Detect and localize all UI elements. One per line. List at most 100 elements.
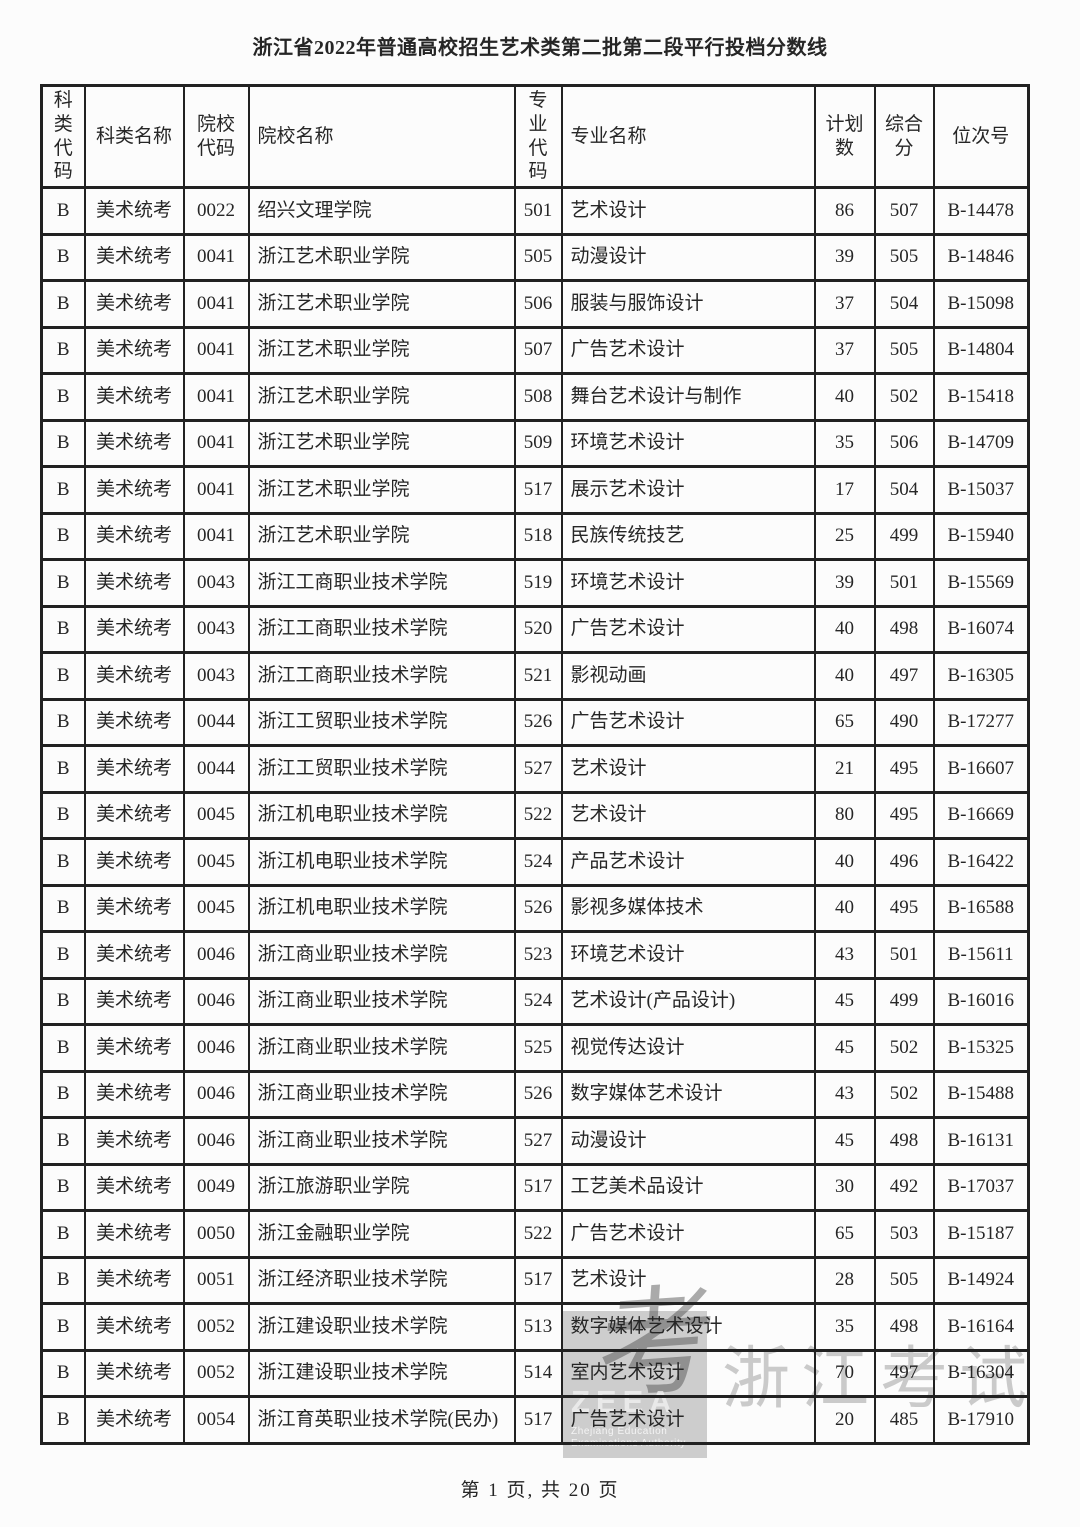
cell-plan-count: 70 — [813, 1348, 876, 1398]
cell-plan-count: 21 — [813, 744, 876, 794]
cell-major-code: 523 — [513, 930, 563, 980]
cell-category-code: B — [40, 465, 86, 515]
table-row: B 美术统考 0052 浙江建设职业技术学院 513 数字媒体艺术设计 35 498 B-161… — [40, 1302, 1030, 1352]
cell-plan-count: 45 — [813, 976, 876, 1026]
cell-plan-count: 35 — [813, 1302, 876, 1352]
cell-plan-count: 40 — [813, 604, 876, 654]
cell-rank-number: B-16305 — [932, 651, 1030, 701]
table-row: B 美术统考 0043 浙江工商职业技术学院 520 广告艺术设计 40 498 B-16074 — [40, 604, 1030, 654]
cell-institution-name: 浙江机电职业技术学院 — [247, 837, 516, 887]
cell-major-name: 动漫设计 — [560, 232, 816, 282]
cell-category-name: 美术统考 — [83, 325, 185, 375]
cell-category-name: 美术统考 — [83, 697, 185, 747]
cell-category-name: 美术统考 — [83, 1395, 185, 1445]
cell-institution-name: 浙江艺术职业学院 — [247, 279, 516, 329]
cell-category-name: 美术统考 — [83, 232, 185, 282]
cell-category-code: B — [40, 1069, 86, 1119]
cell-major-code: 520 — [513, 604, 563, 654]
cell-composite-score: 498 — [873, 1116, 935, 1166]
cell-plan-count: 40 — [813, 883, 876, 933]
header-composite-score: 综合分 — [873, 84, 935, 189]
cell-rank-number: B-15325 — [932, 1023, 1030, 1073]
table-row: B 美术统考 0045 浙江机电职业技术学院 522 艺术设计 80 495 B-16669 — [40, 790, 1030, 840]
cell-institution-name: 浙江商业职业技术学院 — [247, 976, 516, 1026]
cell-institution-code: 0054 — [182, 1395, 250, 1445]
cell-institution-code: 0043 — [182, 558, 250, 608]
cell-composite-score: 505 — [873, 1255, 935, 1305]
table-row: B 美术统考 0054 浙江育英职业技术学院(民办) 517 广告艺术设计 20 485 B-1… — [40, 1395, 1030, 1445]
cell-category-name: 美术统考 — [83, 1116, 185, 1166]
cell-institution-code: 0052 — [182, 1348, 250, 1398]
cell-composite-score: 499 — [873, 976, 935, 1026]
cell-institution-code: 0041 — [182, 418, 250, 468]
cell-major-name: 环境艺术设计 — [560, 930, 816, 980]
page-title: 浙江省2022年普通高校招生艺术类第二批第二段平行投档分数线 — [252, 37, 828, 59]
cell-category-code: B — [40, 558, 86, 608]
table-row: B 美术统考 0041 浙江艺术职业学院 505 动漫设计 39 505 B-14846 — [40, 232, 1030, 282]
cell-composite-score: 492 — [873, 1162, 935, 1212]
cell-major-code: 509 — [513, 418, 563, 468]
cell-major-code: 517 — [513, 1162, 563, 1212]
cell-rank-number: B-14846 — [932, 232, 1030, 282]
cell-institution-code: 0044 — [182, 697, 250, 747]
cell-category-code: B — [40, 1302, 86, 1352]
cell-institution-name: 浙江工商职业技术学院 — [247, 558, 516, 608]
cell-major-code: 514 — [513, 1348, 563, 1398]
cell-category-code: B — [40, 372, 86, 422]
cell-category-code: B — [40, 883, 86, 933]
cell-major-name: 广告艺术设计 — [560, 1395, 816, 1445]
cell-institution-name: 浙江建设职业技术学院 — [247, 1348, 516, 1398]
cell-major-name: 民族传统技艺 — [560, 511, 816, 561]
table-row: B 美术统考 0046 浙江商业职业技术学院 524 艺术设计(产品设计) 45 499 B-1… — [40, 976, 1030, 1026]
cell-major-code: 505 — [513, 232, 563, 282]
cell-category-code: B — [40, 976, 86, 1026]
cell-category-name: 美术统考 — [83, 1023, 185, 1073]
cell-rank-number: B-16588 — [932, 883, 1030, 933]
table-row: B 美术统考 0044 浙江工贸职业技术学院 527 艺术设计 21 495 B-16607 — [40, 744, 1030, 794]
cell-category-code: B — [40, 1209, 86, 1259]
cell-plan-count: 39 — [813, 232, 876, 282]
cell-composite-score: 503 — [873, 1209, 935, 1259]
cell-plan-count: 45 — [813, 1023, 876, 1073]
cell-category-name: 美术统考 — [83, 1348, 185, 1398]
cell-plan-count: 43 — [813, 1069, 876, 1119]
table-row: B 美术统考 0041 浙江艺术职业学院 507 广告艺术设计 37 505 B-14804 — [40, 325, 1030, 375]
cell-major-name: 展示艺术设计 — [560, 465, 816, 515]
table-row: B 美术统考 0045 浙江机电职业技术学院 526 影视多媒体技术 40 495 B-1658… — [40, 883, 1030, 933]
cell-rank-number: B-15187 — [932, 1209, 1030, 1259]
cell-composite-score: 495 — [873, 744, 935, 794]
cell-rank-number: B-16164 — [932, 1302, 1030, 1352]
cell-rank-number: B-16669 — [932, 790, 1030, 840]
cell-plan-count: 65 — [813, 697, 876, 747]
cell-major-code: 526 — [513, 697, 563, 747]
cell-plan-count: 40 — [813, 372, 876, 422]
cell-rank-number: B-15037 — [932, 465, 1030, 515]
table-row: B 美术统考 0046 浙江商业职业技术学院 526 数字媒体艺术设计 43 502 B-154… — [40, 1069, 1030, 1119]
cell-rank-number: B-14804 — [932, 325, 1030, 375]
cell-category-name: 美术统考 — [83, 744, 185, 794]
cell-institution-code: 0049 — [182, 1162, 250, 1212]
cell-category-name: 美术统考 — [83, 511, 185, 561]
cell-major-name: 舞台艺术设计与制作 — [560, 372, 816, 422]
cell-major-code: 517 — [513, 1255, 563, 1305]
cell-rank-number: B-15488 — [932, 1069, 1030, 1119]
header-institution-name: 院校名称 — [247, 84, 516, 189]
cell-major-code: 513 — [513, 1302, 563, 1352]
cell-major-code: 527 — [513, 1116, 563, 1166]
cell-category-code: B — [40, 418, 86, 468]
header-institution-code: 院校代码 — [182, 84, 250, 189]
table-row: B 美术统考 0052 浙江建设职业技术学院 514 室内艺术设计 70 497 B-16304 — [40, 1348, 1030, 1398]
cell-institution-code: 0045 — [182, 883, 250, 933]
cell-category-name: 美术统考 — [83, 930, 185, 980]
cell-plan-count: 45 — [813, 1116, 876, 1166]
cell-category-code: B — [40, 744, 86, 794]
cell-plan-count: 25 — [813, 511, 876, 561]
cell-major-code: 521 — [513, 651, 563, 701]
cell-institution-name: 浙江艺术职业学院 — [247, 372, 516, 422]
cell-composite-score: 499 — [873, 511, 935, 561]
table-row: B 美术统考 0043 浙江工商职业技术学院 521 影视动画 40 497 B-16305 — [40, 651, 1030, 701]
cell-major-name: 影视动画 — [560, 651, 816, 701]
cell-institution-name: 浙江旅游职业学院 — [247, 1162, 516, 1212]
cell-major-name: 环境艺术设计 — [560, 418, 816, 468]
cell-major-code: 501 — [513, 186, 563, 236]
